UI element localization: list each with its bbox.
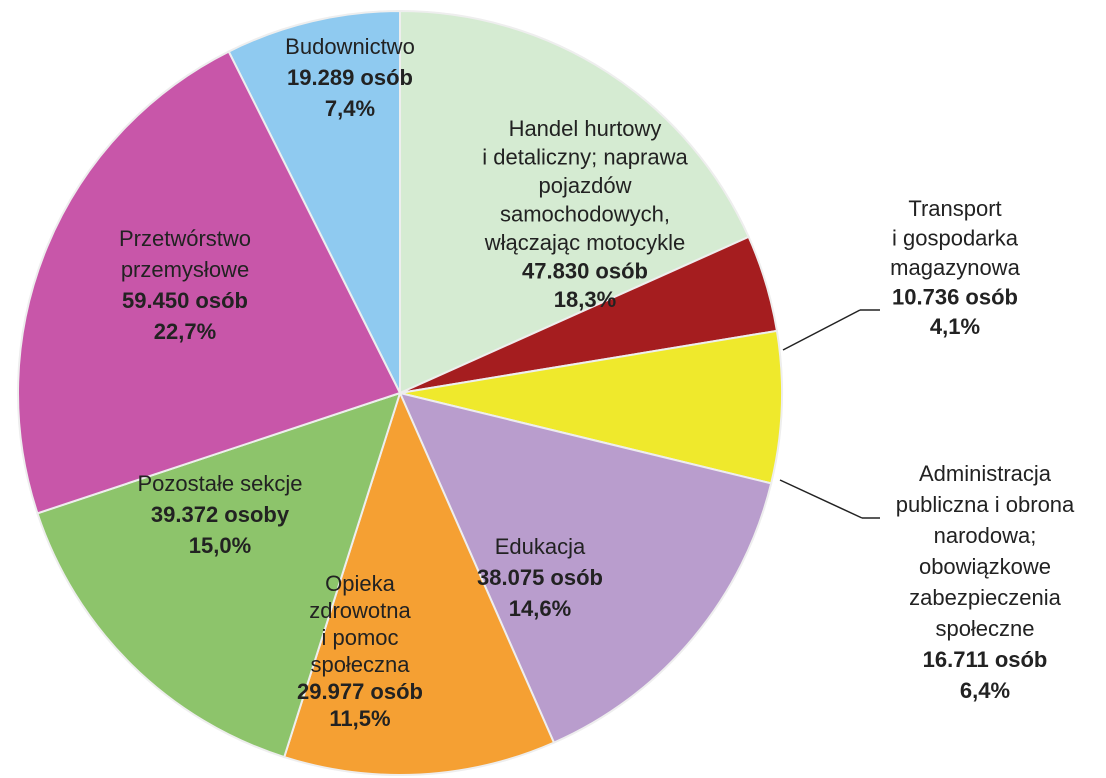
slice-name: Przetwórstwo przemysłowe [119,226,251,282]
pie-slice [282,390,556,776]
slice-name: Transport i gospodarka magazynowa [890,196,1020,280]
slice-percent: 22,7% [154,319,216,344]
leader-line [779,479,863,519]
pie-slice [398,391,773,744]
slice-percent: 11,5% [329,706,390,731]
slice-name: Opieka zdrowotna i pomoc społeczna [309,571,411,677]
slice-percent: 6,4% [960,678,1010,703]
slice-name: Handel hurtowy i detaliczny; naprawa pojaz… [482,116,688,255]
slice-name: Edukacja [495,534,586,559]
leader-line [782,309,861,351]
slice-count: 29.977 osób [297,679,423,704]
slice-percent: 15,0% [189,533,251,558]
pie-slice [17,50,402,515]
slice-name: Administracja publiczna i obrona narodowa;… [896,461,1075,641]
slice-name: Pozostałe sekcje [137,471,302,496]
slice-count: 39.372 osoby [151,502,290,527]
slice-name: Budownictwo [285,34,415,59]
slice-percent: 4,1% [930,314,980,339]
pie-slice [227,9,401,394]
slice-count: 38.075 osób [477,565,603,590]
slice-count: 10.736 osób [892,284,1018,309]
slice-count: 19.289 osób [287,65,413,90]
pie-slice [399,9,750,395]
slice-count: 47.830 osób [522,258,648,283]
slice-percent: 7,4% [325,96,375,121]
slice-percent: 18,3% [554,287,616,312]
slice-percent: 14,6% [509,596,571,621]
pie-slice [399,329,783,485]
slice-count: 16.711 osób [923,647,1048,672]
slice-count: 59.450 osób [122,288,248,313]
